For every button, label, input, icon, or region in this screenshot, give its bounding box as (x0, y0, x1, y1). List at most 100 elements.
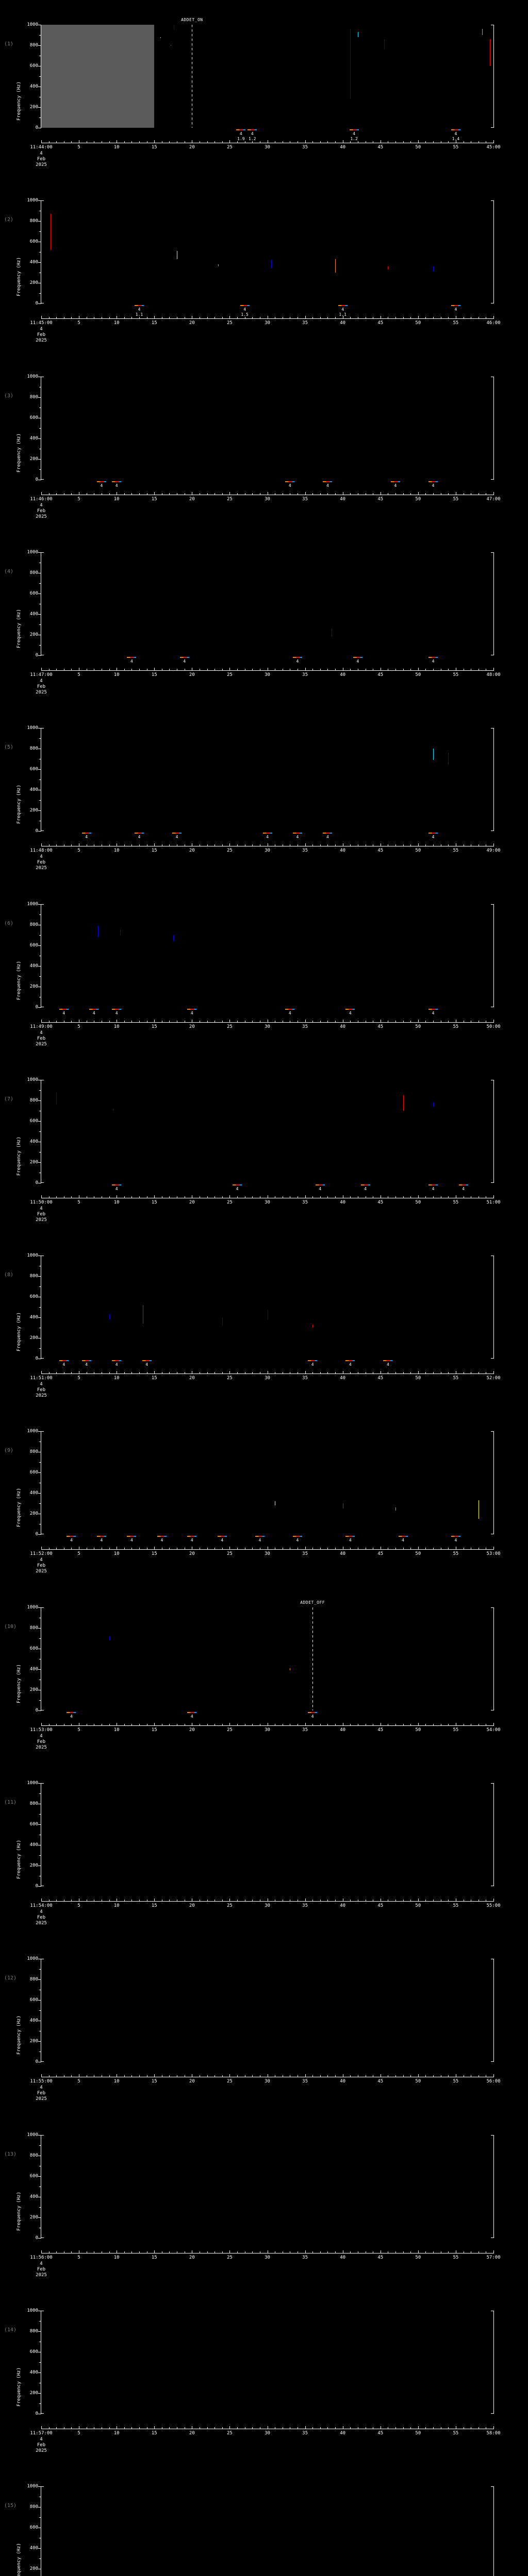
x-tick (207, 1372, 208, 1374)
plot-corner-left-0 (41, 2134, 44, 2136)
plot-right-axis (493, 904, 494, 1007)
x-tick (124, 2075, 125, 2077)
x-tick (395, 2075, 396, 2077)
y-tick-label: 1000 (27, 549, 38, 555)
y-minor-tick (39, 2145, 41, 2146)
x-tick (403, 1020, 404, 1022)
x-tick (418, 1195, 419, 1198)
x-tick (222, 2075, 223, 2077)
x-tick-label: 15 (151, 2430, 157, 2436)
detection-count: 4 (145, 1362, 148, 1367)
x-tick-label: 55 (453, 320, 459, 326)
detection-label: 4 (101, 1538, 103, 1543)
detection-score: 1.9 (237, 137, 245, 141)
detection-marker (345, 1008, 355, 1010)
x-tick (237, 844, 238, 846)
x-tick (229, 2426, 230, 2429)
spectrogram-trace (482, 29, 483, 35)
x-tick (237, 1900, 238, 1901)
date-part-0: 4 (40, 1030, 43, 1036)
spectrogram-trace (448, 753, 449, 766)
detection-label: 4 (296, 835, 299, 840)
x-tick (229, 492, 230, 495)
x-tick-label: 30 (265, 1199, 270, 1205)
detection-label: 4 (183, 659, 186, 664)
x-tick (56, 493, 57, 495)
x-tick (350, 668, 351, 670)
date-part-0: 4 (40, 1206, 43, 1211)
x-tick-label: 50 (415, 320, 421, 326)
detection-count: 4 (138, 835, 141, 840)
date-part-2: 2025 (36, 2096, 47, 2102)
x-tick (154, 1547, 155, 1550)
x-tick (403, 1196, 404, 1198)
x-tick (425, 668, 426, 670)
x-tick (124, 668, 125, 670)
y-tick-label: 1000 (27, 1604, 38, 1610)
detection-count: 4 (100, 483, 103, 488)
x-tick-label-end: 45:00 (486, 145, 501, 150)
date-part-1: Feb (37, 684, 46, 689)
detection-label: 4 1.1 (136, 307, 143, 317)
detection-score: 1.5 (241, 312, 249, 317)
plot-corner-left-0 (41, 2486, 44, 2487)
detection-marker (157, 1536, 167, 1537)
detection-count: 4 (454, 307, 457, 312)
plot-right-axis (493, 25, 494, 128)
detection-count: 4 (70, 1538, 73, 1543)
x-tick (418, 1019, 419, 1022)
y-tick-label: 200 (29, 1863, 38, 1868)
detection-label: 4 (432, 835, 435, 840)
x-axis-date: 4 Feb 2025 (36, 503, 47, 520)
date-part-0: 4 (40, 854, 43, 860)
y-tick-label: 0 (35, 1707, 38, 1713)
x-tick (312, 493, 313, 495)
x-tick (222, 2251, 223, 2253)
x-tick-label: 10 (113, 672, 120, 677)
y-tick-label: 400 (29, 2369, 38, 2375)
x-tick-label: 55 (453, 496, 459, 502)
x-tick (41, 2250, 42, 2253)
x-tick (320, 2427, 321, 2429)
date-part-2: 2025 (36, 866, 47, 871)
detection-label: 4 (85, 835, 88, 840)
x-tick (214, 1020, 215, 1022)
y-minor-tick (39, 117, 41, 118)
detection-count: 4 (462, 1186, 465, 1191)
detection-count: 4 (85, 1362, 88, 1367)
x-tick (154, 1371, 155, 1374)
x-tick (71, 2075, 72, 2077)
x-tick (71, 2427, 72, 2429)
plot-corner-0 (491, 1607, 494, 1608)
x-tick (222, 141, 223, 143)
detection-marker (349, 129, 359, 130)
panel-index-label: (7) (4, 1096, 14, 1102)
x-tick (71, 1723, 72, 1725)
x-tick (350, 1196, 351, 1198)
date-part-0: 4 (40, 2436, 43, 2442)
x-tick (252, 2427, 253, 2429)
x-tick-label: 40 (340, 1903, 346, 1908)
x-axis-line (41, 1549, 493, 1550)
x-tick-label-end: 53:00 (486, 1551, 501, 1557)
x-tick (252, 844, 253, 846)
x-tick (350, 1723, 351, 1725)
x-tick (207, 668, 208, 670)
x-tick (320, 668, 321, 670)
spectrogram-trace (350, 29, 351, 99)
x-tick-label: 20 (189, 2430, 195, 2436)
y-tick (38, 1886, 41, 1887)
x-tick-label: 25 (226, 1551, 233, 1557)
x-tick-label: 10 (113, 1199, 120, 1205)
detection-label: 4 (311, 1714, 314, 1719)
spectrogram-trace (403, 1095, 404, 1111)
y-minor-tick (39, 1348, 41, 1349)
detection-count: 4 (130, 1538, 133, 1543)
x-tick (252, 2075, 253, 2077)
y-tick (38, 965, 41, 967)
detection-marker (255, 1536, 265, 1537)
x-tick (395, 1020, 396, 1022)
detection-marker (112, 481, 122, 482)
date-part-2: 2025 (36, 2272, 47, 2278)
y-tick (38, 1317, 41, 1318)
